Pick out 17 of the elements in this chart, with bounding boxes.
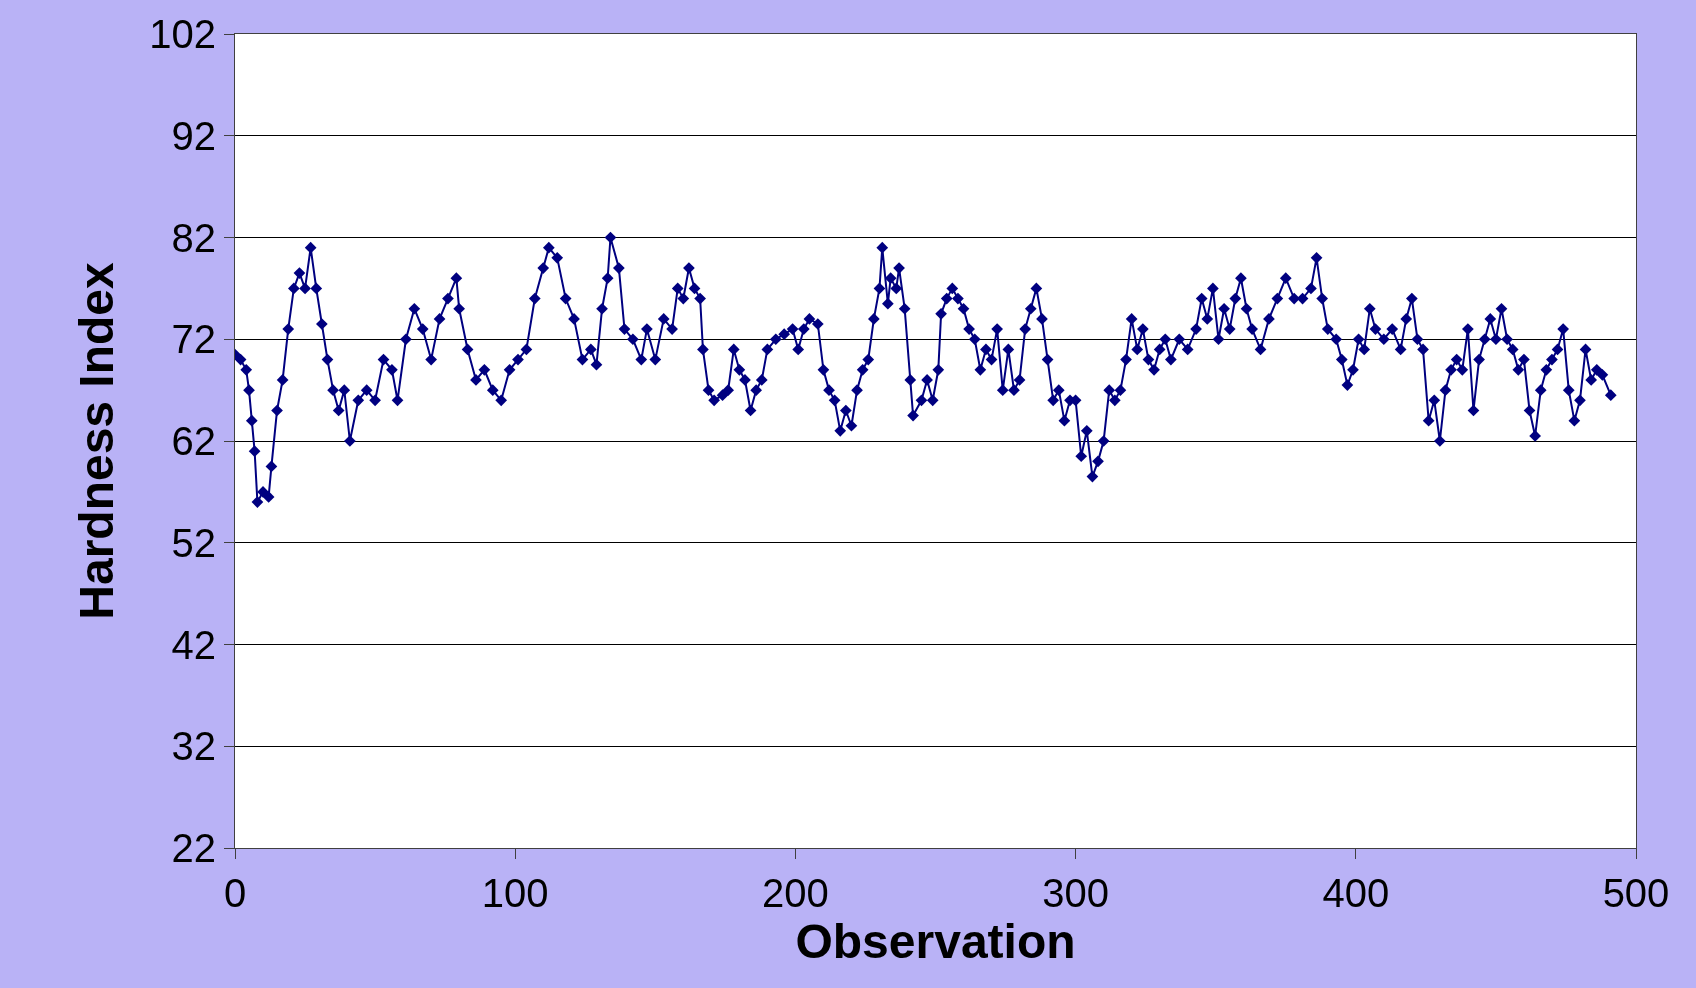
y-tick-label: 72 xyxy=(171,317,216,362)
y-tick-label: 62 xyxy=(171,419,216,463)
y-tick-label: 32 xyxy=(171,724,216,769)
y-tick-label: 102 xyxy=(149,12,216,56)
x-tick-label: 0 xyxy=(223,871,247,915)
y-tick-label: 42 xyxy=(171,622,216,667)
y-tick-label: 82 xyxy=(171,215,216,260)
x-tick-label: 400 xyxy=(1322,871,1390,915)
y-axis-title: Hardness Index xyxy=(69,261,123,620)
y-tick-label: 52 xyxy=(171,520,216,565)
x-axis-title: Observation xyxy=(795,915,1076,969)
x-tick-label: 200 xyxy=(762,871,829,915)
x-tick-label: 100 xyxy=(481,871,549,915)
y-tick-label: 22 xyxy=(171,826,216,870)
x-tick-label: 500 xyxy=(1602,871,1670,915)
x-tick-label: 300 xyxy=(1042,871,1109,915)
y-tick-label: 92 xyxy=(171,113,216,158)
